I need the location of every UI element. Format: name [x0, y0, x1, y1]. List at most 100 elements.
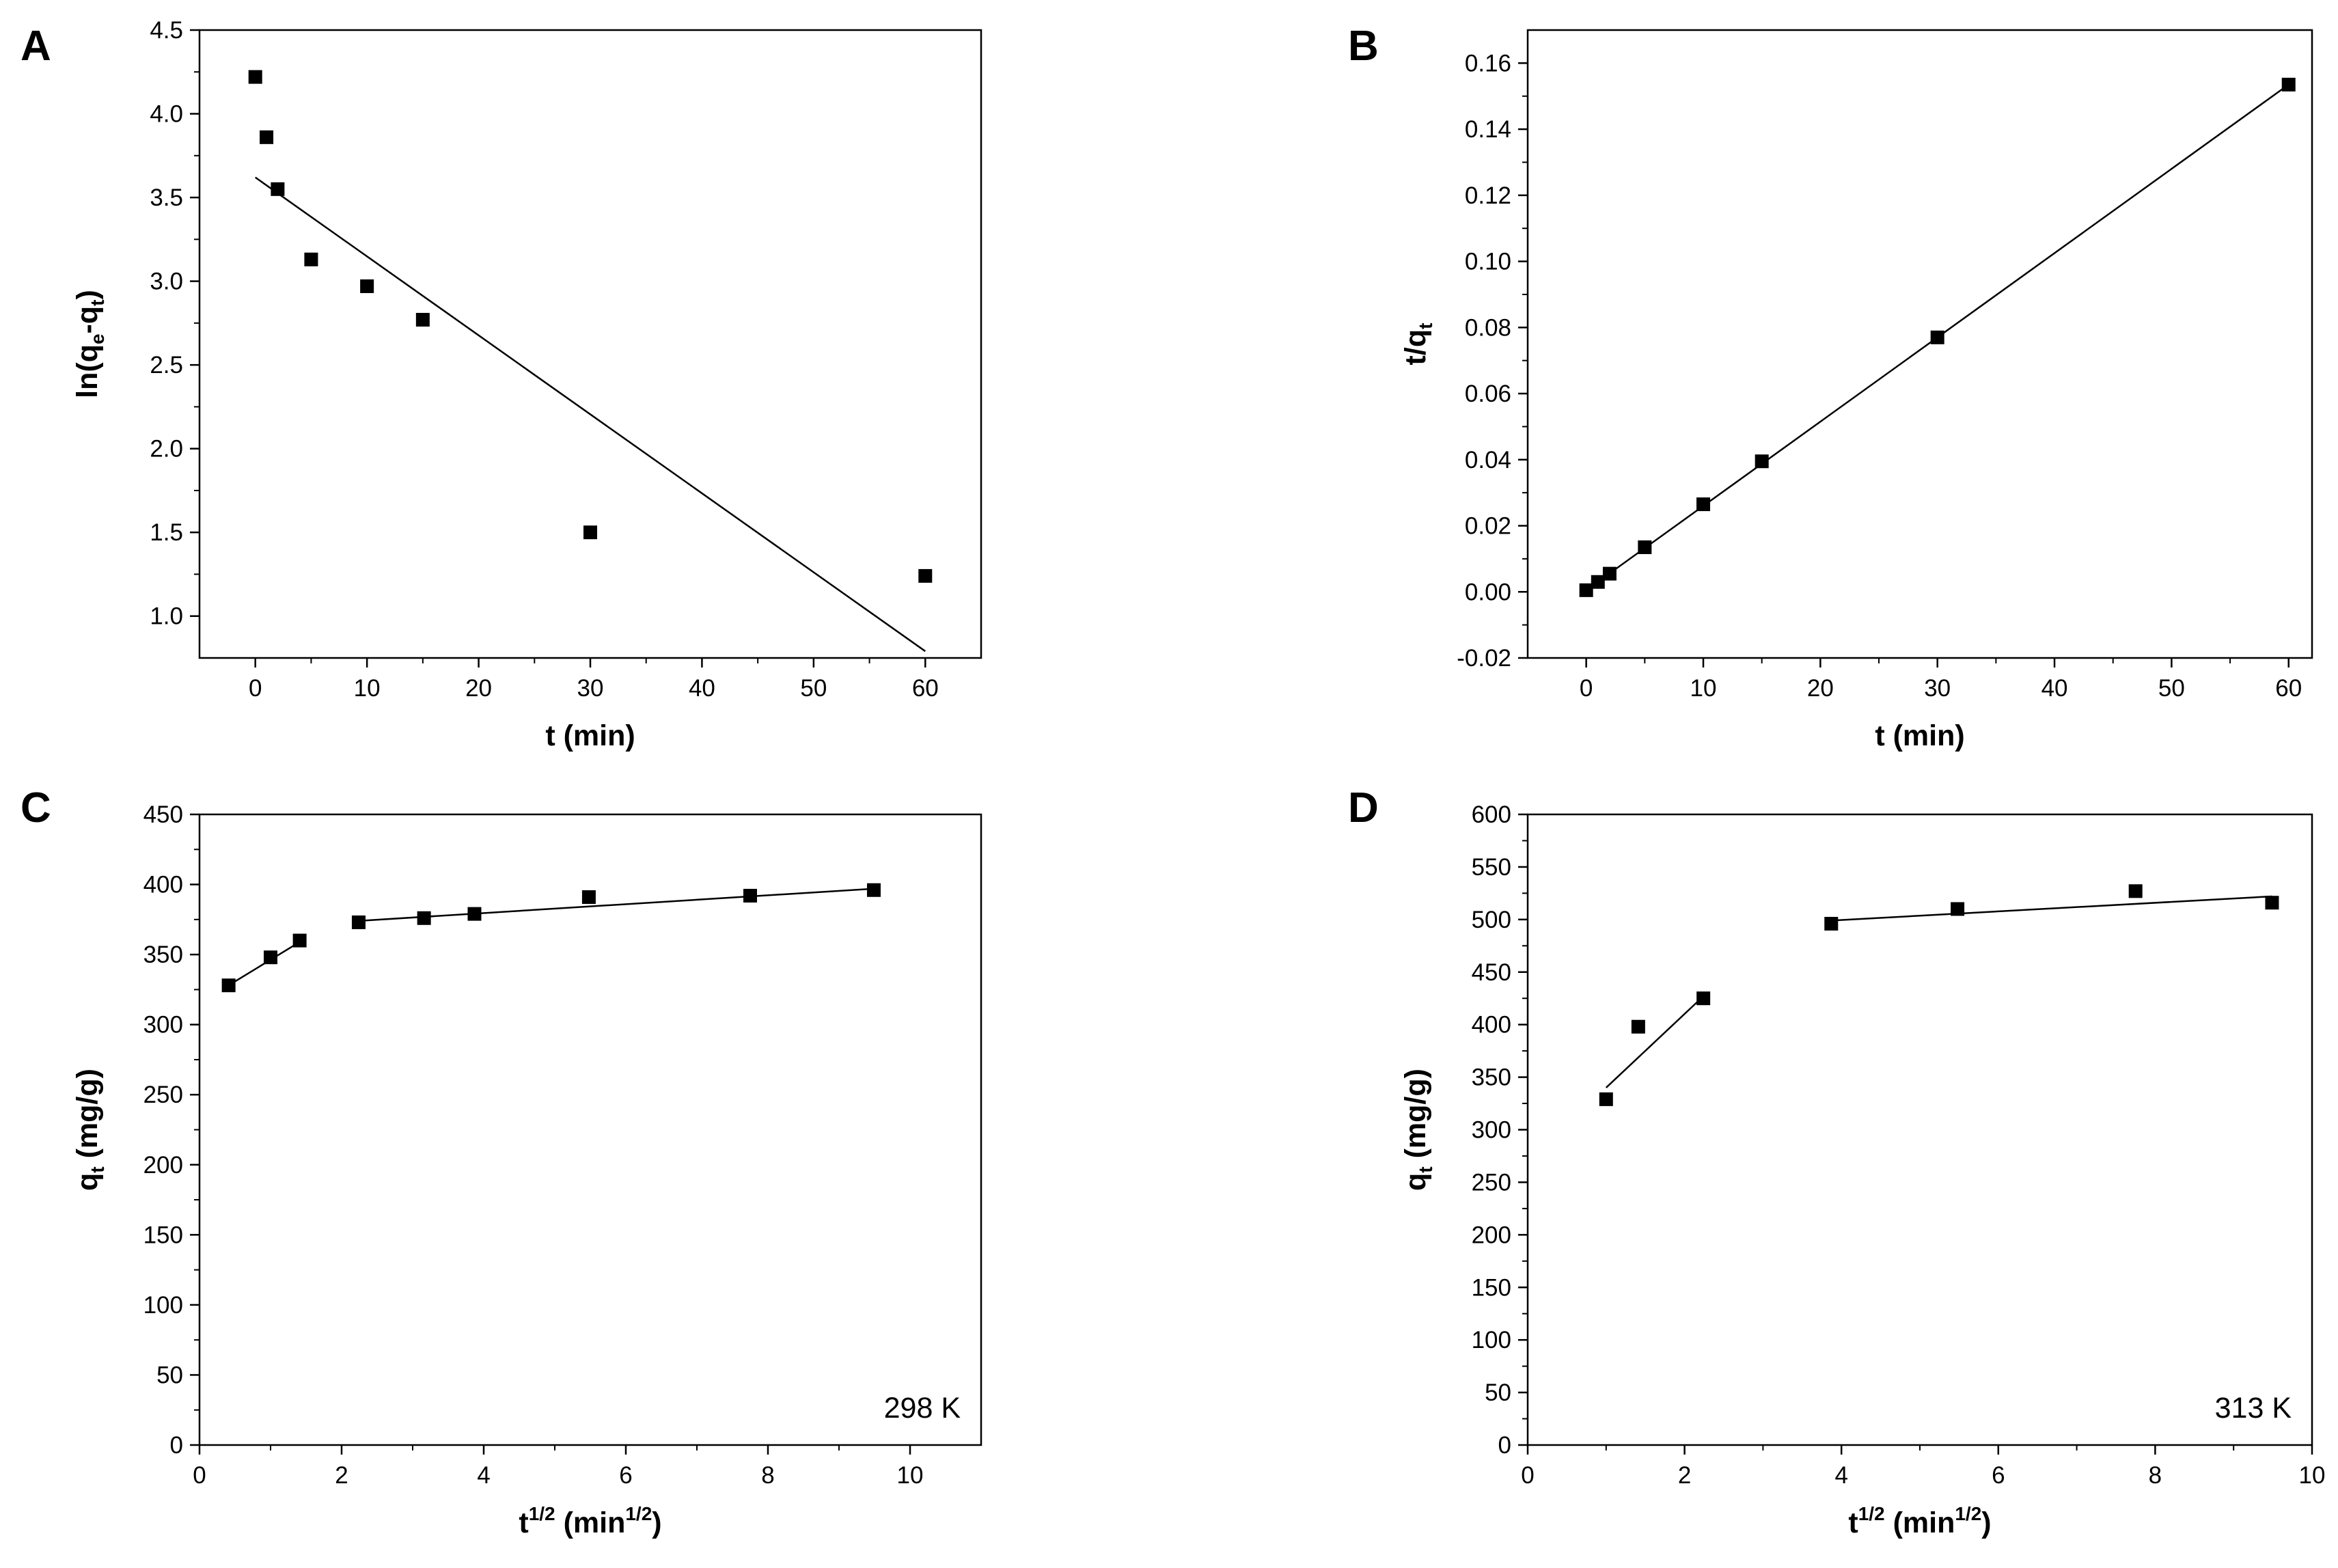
- data-point: [1755, 454, 1769, 469]
- data-point: [866, 883, 881, 897]
- y-tick-label: 1.5: [150, 519, 183, 546]
- temperature-annotation: 313 K: [2215, 1392, 2292, 1425]
- y-axis-label-mid: (mg/g): [71, 1069, 104, 1166]
- data-point: [417, 911, 431, 925]
- y-tick-label: -0.02: [1457, 645, 1511, 672]
- x-tick-label: 40: [2041, 675, 2068, 702]
- data-point: [304, 252, 318, 266]
- x-tick-label: 0: [249, 675, 262, 702]
- y-tick-label: 50: [1485, 1379, 1511, 1406]
- x-axis-label-mid: (min: [1885, 1507, 1955, 1539]
- y-axis-label-mid: -q: [71, 306, 104, 334]
- data-point: [581, 890, 596, 905]
- y-tick-label: 4.5: [150, 17, 183, 44]
- y-axis-label-sub: t: [1415, 323, 1436, 329]
- x-tick-label: 50: [800, 675, 827, 702]
- y-tick-label: 150: [1472, 1274, 1511, 1301]
- x-axis-label: t1/2 (min1/2): [519, 1503, 661, 1539]
- x-tick-label: 2: [335, 1462, 348, 1489]
- data-point: [271, 182, 285, 196]
- y-axis-label: ln(qe-qt): [71, 290, 108, 398]
- x-axis-label-main: t: [519, 1507, 528, 1539]
- y-axis-label-sub: e: [87, 333, 108, 344]
- x-tick-label: 10: [1690, 675, 1717, 702]
- y-tick-label: 0: [170, 1432, 183, 1459]
- temperature-annotation: 298 K: [884, 1392, 961, 1425]
- y-tick-label: 300: [143, 1012, 183, 1039]
- y-tick-label: 50: [156, 1362, 183, 1388]
- y-axis-label-end: ): [71, 290, 104, 299]
- data-point: [1599, 1092, 1613, 1106]
- x-tick-label: 60: [2275, 675, 2302, 702]
- data-point: [264, 950, 277, 965]
- x-tick-label: 60: [912, 675, 939, 702]
- panel-d: D0 2 4 6 8 1005010015020025030035040045050055…: [1348, 784, 2325, 1539]
- data-point: [1631, 1019, 1645, 1034]
- y-tick-label: 250: [143, 1082, 183, 1108]
- y-tick-label: 400: [143, 872, 183, 898]
- x-tick-label: 4: [1834, 1462, 1847, 1489]
- data-point: [248, 70, 262, 84]
- data-point: [221, 978, 236, 993]
- y-tick-label: 300: [1472, 1117, 1511, 1144]
- y-tick-label: 0.06: [1465, 381, 1511, 407]
- fit-line: [358, 888, 875, 922]
- y-tick-label: 2.5: [150, 352, 183, 379]
- x-axis-label-mid: (min: [555, 1507, 626, 1539]
- x-axis-label-text: t (min): [545, 719, 635, 752]
- panel-b: B 0 10 20 30 40 50 60 -0.02 0.00 0.02 0.04 0.06 0.08 0…: [1348, 23, 2313, 752]
- y-tick-label: 0.08: [1465, 314, 1511, 341]
- data-point: [1951, 902, 1965, 916]
- x-axis-label: t (min): [1875, 719, 1964, 752]
- x-tick-label: 20: [465, 675, 492, 702]
- x-tick-label: 10: [897, 1462, 924, 1489]
- y-tick-label: 350: [1472, 1064, 1511, 1091]
- x-axis-label-sup: 1/2: [1858, 1503, 1885, 1524]
- y-tick-label: 0.02: [1465, 513, 1511, 540]
- y-axis-label-main: q: [71, 1173, 104, 1191]
- x-tick-label: 0: [1521, 1462, 1534, 1489]
- x-tick-label: 2: [1678, 1462, 1691, 1489]
- y-tick-label: 0.12: [1465, 182, 1511, 209]
- y-tick-label: 250: [1472, 1169, 1511, 1196]
- data-point: [2265, 896, 2279, 910]
- x-tick-label: 6: [1992, 1462, 2005, 1489]
- y-axis-label-sub2: t: [87, 300, 108, 306]
- plot-frame: [1526, 29, 2313, 659]
- y-tick-label: 100: [143, 1292, 183, 1319]
- x-axis-label-text: t (min): [1875, 719, 1964, 752]
- y-axis-label: qt (mg/g): [71, 1069, 108, 1191]
- data-point: [743, 888, 757, 903]
- panel-letter: B: [1348, 23, 1379, 70]
- y-tick-label: 200: [1472, 1222, 1511, 1248]
- y-tick-label: 600: [1472, 801, 1511, 828]
- data-point: [2281, 77, 2296, 92]
- data-point: [260, 130, 274, 144]
- data-point: [360, 279, 374, 293]
- y-tick-label: 550: [1472, 854, 1511, 881]
- y-axis-label: t/qt: [1399, 323, 1436, 366]
- y-axis-label-main: q: [1399, 1173, 1432, 1191]
- y-tick-label: 0.14: [1465, 116, 1511, 143]
- x-axis-label-sup2: 1/2: [625, 1503, 652, 1524]
- y-tick-label: 2.0: [150, 436, 183, 463]
- y-tick-label: 150: [143, 1222, 183, 1248]
- y-tick-label: 450: [143, 801, 183, 828]
- data-point: [415, 312, 430, 327]
- y-axis-label: qt (mg/g): [1399, 1069, 1436, 1191]
- y-tick-label: 0.10: [1465, 249, 1511, 275]
- x-axis-label: t (min): [545, 719, 635, 752]
- y-tick-label: 0: [1498, 1432, 1511, 1459]
- data-point: [292, 933, 307, 948]
- x-tick-label: 6: [619, 1462, 632, 1489]
- x-tick-label: 0: [193, 1462, 206, 1489]
- data-point: [1602, 566, 1617, 581]
- panel-a: A 0 10 20 30 40 50 60 1.0 1.5 2.0 2.5 3.0 3.5 4.0 4.5 t …: [20, 17, 982, 752]
- y-tick-label: 200: [143, 1152, 183, 1179]
- data-point: [1930, 330, 1944, 344]
- x-tick-label: 50: [2158, 675, 2185, 702]
- y-tick-label: 0.04: [1465, 447, 1511, 473]
- y-tick-label: 100: [1472, 1327, 1511, 1353]
- y-tick-label: 500: [1472, 907, 1511, 933]
